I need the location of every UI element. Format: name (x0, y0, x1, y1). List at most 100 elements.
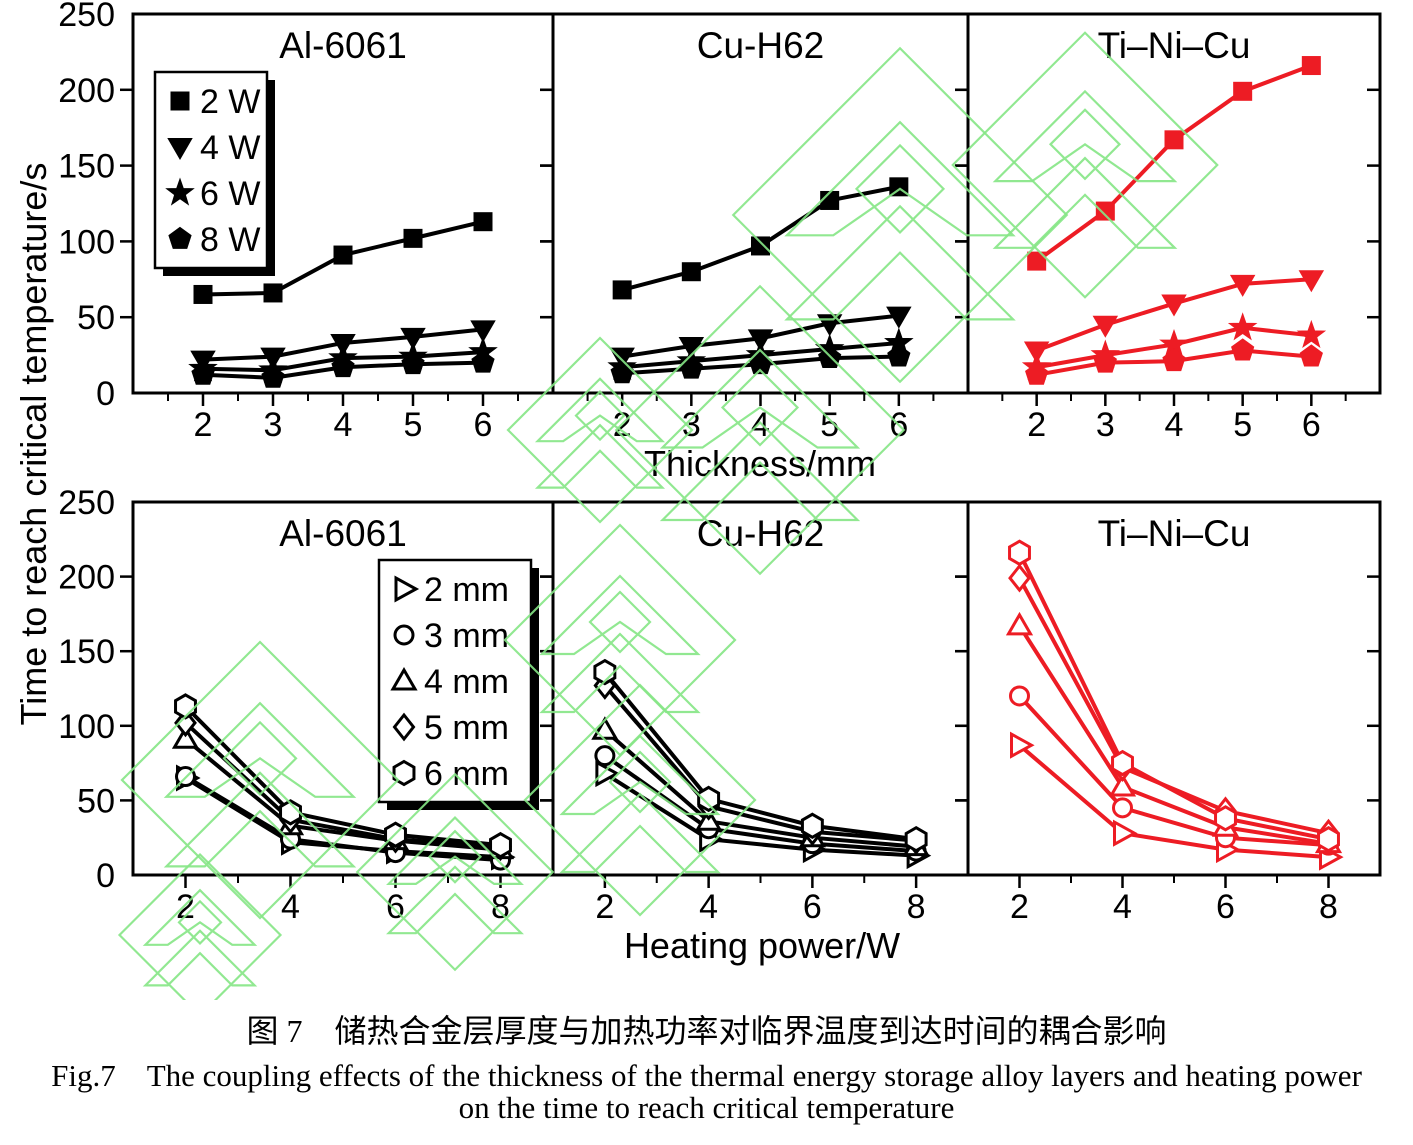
caption-english-line2: on the time to reach critical temperatur… (458, 1090, 955, 1125)
legend-label: 6 mm (424, 755, 509, 793)
marker-circle (175, 766, 196, 788)
marker-hexagon (1111, 749, 1134, 777)
marker-hexagon (697, 785, 721, 813)
x-tick-label: 6 (1302, 406, 1321, 444)
marker-pentagon (1299, 344, 1323, 367)
marker-triangle-up (591, 716, 619, 740)
series-2W (193, 212, 493, 304)
marker-pentagon (261, 365, 285, 388)
marker-triangle-down (1092, 315, 1119, 338)
marker-hexagon (1317, 825, 1340, 853)
x-tick-label: 3 (682, 406, 701, 444)
x-tick-label: 5 (820, 406, 839, 444)
marker-square (1233, 81, 1253, 101)
marker-pentagon (1162, 348, 1186, 372)
x-tick-label: 8 (907, 888, 926, 926)
marker-diamond (1008, 563, 1031, 593)
marker-square (681, 262, 701, 282)
marker-hexagon (593, 658, 617, 686)
marker-triangle-right (1113, 819, 1138, 847)
x-tick-label: 2 (613, 406, 632, 444)
series-2W (1027, 56, 1321, 271)
marker-square (170, 91, 190, 111)
series-5mm (1008, 563, 1340, 848)
marker-star (165, 177, 195, 206)
y-tick-label: 100 (58, 223, 115, 261)
marker-triangle-down (167, 138, 193, 160)
x-tick-label: 6 (1216, 888, 1235, 926)
marker-star (1227, 312, 1258, 341)
marker-square (612, 280, 632, 300)
series-6mm (593, 658, 928, 853)
panel-title: Cu-H62 (697, 25, 825, 66)
x-tick-label: 2 (595, 888, 614, 926)
y-tick-label: 200 (58, 559, 115, 597)
legend-label: 2 W (200, 83, 260, 121)
marker-circle (594, 745, 616, 767)
marker-triangle-down (470, 320, 496, 343)
marker-triangle-up (1108, 772, 1137, 797)
x-tick-label: 4 (1113, 888, 1132, 926)
x-tick-label: 6 (386, 888, 405, 926)
marker-square (1164, 130, 1184, 150)
caption-chinese: 图 7 储热合金层厚度与加热功率对临界温度到达时间的耦合影响 (246, 1013, 1167, 1049)
marker-pentagon (1093, 350, 1117, 373)
panel-tinicu-thickness: 2 3 4 5 6 Ti–Ni–Cu (955, 12, 1382, 444)
marker-pentagon (471, 350, 495, 373)
marker-pentagon (1231, 338, 1255, 361)
legend-label: 3 mm (424, 617, 509, 655)
series-8W (191, 350, 495, 388)
y-tick-label: 50 (77, 299, 115, 337)
y-tick-label: 0 (96, 375, 115, 413)
x-tick-label: 5 (404, 406, 423, 444)
panel-cuh62-thickness: 2 3 4 5 6 Cu-H62 (540, 12, 970, 444)
marker-hexagon (384, 821, 407, 848)
marker-hexagon (904, 825, 928, 853)
marker-hexagon (392, 759, 416, 787)
x-tick-label: 8 (1319, 888, 1338, 926)
panel-al6061-power: 0 50 100 150 200 250 2 4 6 8 Al-6061 2 mm 3 mm 4 mm 5 … (58, 484, 555, 926)
legend-label: 6 W (200, 175, 260, 213)
x-axis-label-heating-power: Heating power/W (623, 925, 901, 966)
marker-pentagon (331, 354, 355, 378)
marker-hexagon (489, 831, 512, 859)
legend-al6061-thickness: 2 W 4 W 6 W 8 W (153, 70, 275, 276)
x-tick-label: 3 (264, 406, 283, 444)
y-tick-label: 0 (96, 857, 115, 895)
x-tick-label: 4 (699, 888, 718, 926)
marker-circle (1009, 685, 1030, 707)
legend-label: 4 mm (424, 663, 509, 701)
marker-square (820, 190, 840, 210)
marker-square (889, 177, 909, 197)
marker-square (1301, 56, 1321, 76)
y-tick-label: 100 (58, 708, 115, 746)
panel-title: Ti–Ni–Cu (1098, 25, 1251, 66)
marker-pentagon (401, 351, 425, 375)
y-tick-label: 250 (58, 0, 115, 34)
y-tick-label: 250 (58, 484, 115, 522)
marker-triangle-right (1010, 731, 1035, 759)
panel-title: Cu-H62 (697, 513, 825, 554)
panel-al6061-thickness: 0 50 100 150 200 250 2 3 4 5 6 Al-6061 2 W 4 W 6 W 8 W (58, 0, 555, 444)
x-tick-label: 3 (1096, 406, 1115, 444)
marker-star (1296, 319, 1327, 348)
panel-title: Al-6061 (279, 25, 407, 66)
legend-label: 2 mm (424, 571, 509, 609)
series-2mm (1010, 731, 1344, 871)
marker-circle (393, 624, 415, 646)
legend-label: 4 W (200, 129, 260, 167)
marker-triangle-down (1298, 270, 1325, 293)
x-tick-label: 2 (194, 406, 213, 444)
series-2W (612, 177, 909, 300)
x-axis-label-thickness: Thickness/mm (643, 443, 877, 484)
panel-cuh62-power: 2 4 6 8 Cu-H62 (540, 500, 970, 926)
x-tick-label: 4 (751, 406, 770, 444)
marker-square (193, 284, 213, 304)
x-tick-label: 2 (176, 888, 195, 926)
legend-label: 5 mm (424, 709, 509, 747)
marker-pentagon (191, 362, 215, 385)
x-tick-label: 8 (491, 888, 510, 926)
y-tick-label: 150 (58, 633, 115, 671)
